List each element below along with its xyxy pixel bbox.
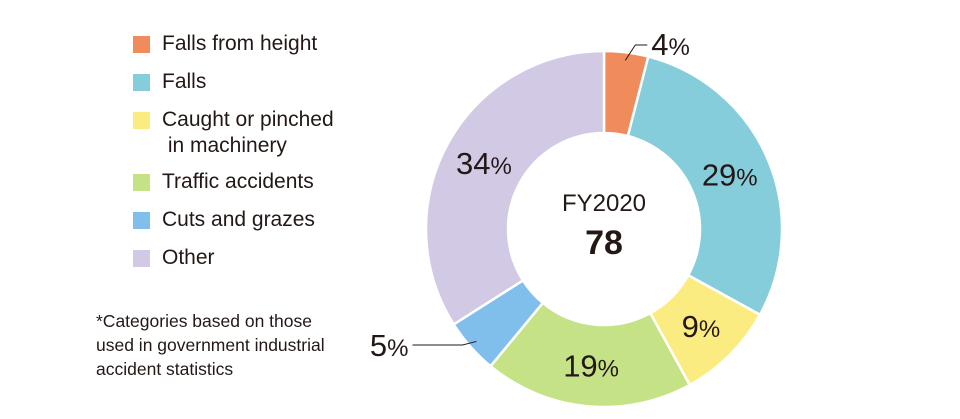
center-value: 78 bbox=[585, 224, 623, 262]
slice-label-falls-from-height: 4% bbox=[651, 27, 690, 62]
footnote: *Categories based on those used in gover… bbox=[96, 311, 325, 379]
legend-label: Falls from height bbox=[162, 32, 318, 55]
legend-label: Other bbox=[162, 246, 215, 269]
center-title: FY2020 bbox=[562, 190, 646, 217]
slice-falls bbox=[626, 55, 784, 317]
slice-label-cuts-and-grazes: 5% bbox=[370, 328, 409, 363]
legend-swatch bbox=[133, 212, 150, 229]
leader-line-cuts-and-grazes bbox=[412, 340, 477, 346]
legend-label: Falls bbox=[162, 70, 207, 93]
legend-swatch bbox=[133, 74, 150, 91]
slice-other bbox=[424, 49, 606, 327]
legend-swatch bbox=[133, 250, 150, 267]
legend-swatch bbox=[133, 174, 150, 191]
leader-line-falls-from-height bbox=[624, 44, 648, 61]
legend-swatch bbox=[133, 36, 150, 53]
legend-label: Cuts and grazes bbox=[162, 208, 315, 231]
legend-label: Caught or pinched in machinery bbox=[162, 108, 334, 157]
slice-traffic-accidents bbox=[488, 301, 692, 409]
legend-swatch bbox=[133, 112, 150, 129]
slice-label-traffic-accidents: 19% bbox=[563, 348, 619, 383]
legend-label: Traffic accidents bbox=[162, 170, 314, 193]
chart-slices bbox=[424, 49, 784, 409]
leader-lines bbox=[412, 44, 648, 346]
